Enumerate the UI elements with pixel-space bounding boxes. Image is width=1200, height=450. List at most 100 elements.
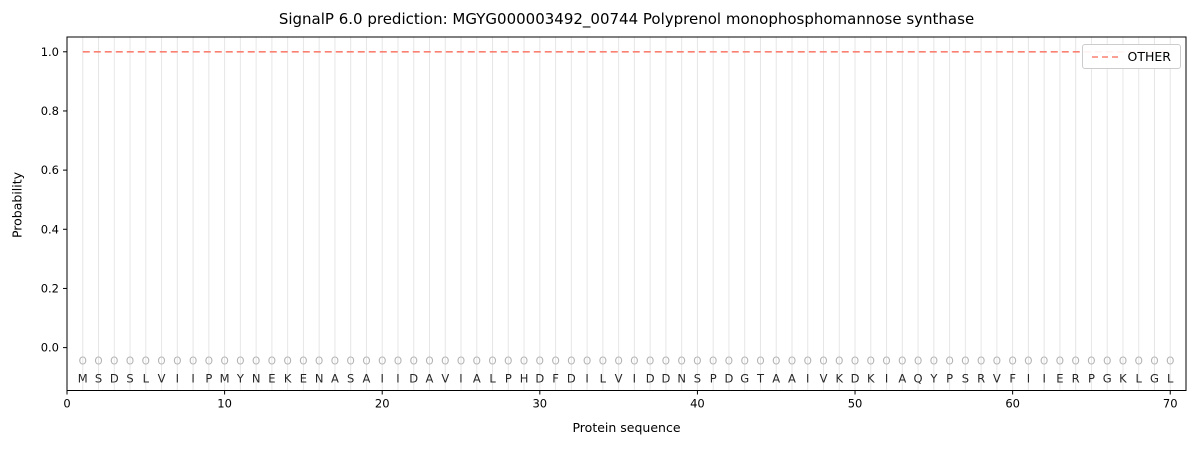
residue-marker-o: O [599,355,607,367]
legend-dashed-line-icon [1091,55,1120,58]
residue-letter: R [977,372,985,386]
residue-letter: D [646,372,655,386]
residue-marker-o: O [819,355,827,367]
residue-letter: F [1009,372,1016,386]
residue-marker-o: O [79,355,87,367]
residue-marker-o: O [520,355,528,367]
residue-letter: R [1072,372,1080,386]
residue-letter: M [220,372,230,386]
residue-letter: I [396,372,399,386]
residue-marker-o: O [977,355,985,367]
residue-marker-o: O [1072,355,1080,367]
residue-letter: Q [914,372,923,386]
residue-letter: T [756,372,765,386]
residue-marker-o: O [851,355,859,367]
residue-marker-o: O [930,355,938,367]
x-tick-label: 60 [1005,397,1020,411]
chart-title: SignalP 6.0 prediction: MGYG000003492_00… [278,10,975,28]
residue-marker-o: O [1103,355,1111,367]
residue-marker-o: O [882,355,890,367]
residue-marker-o: O [993,355,1001,367]
x-tick-label: 40 [690,397,705,411]
residue-letter: D [409,372,418,386]
residue-letter: K [867,372,875,386]
y-axis-label: Probability [9,171,25,239]
residue-marker-o: O [504,355,512,367]
x-tick-label: 20 [375,397,390,411]
residue-letter: L [143,372,150,386]
y-tick-label: 0.0 [41,341,59,355]
residue-marker-o: O [236,355,244,367]
residue-marker-o: O [867,355,875,367]
residue-marker-o: O [394,355,402,367]
residue-letter: A [331,372,339,386]
residue-letter: D [661,372,670,386]
residue-marker-o: O [678,355,686,367]
residue-letter: P [505,372,512,386]
x-tick-label: 70 [1163,397,1178,411]
residue-letter: V [441,372,449,386]
residue-letter: G [740,372,749,386]
residue-letter: S [347,372,354,386]
residue-marker-o: O [772,355,780,367]
residue-marker-o: O [567,355,575,367]
residue-letter: N [315,372,324,386]
residue-letter: Y [236,372,245,386]
residue-letter: K [835,372,843,386]
residue-letter: L [600,372,607,386]
residue-marker-o: O [220,355,228,367]
residue-letter: D [535,372,544,386]
residue-marker-o: O [1024,355,1032,367]
y-tick-label: 0.2 [41,281,59,295]
residue-letter: A [363,372,371,386]
residue-letter: L [1136,372,1143,386]
residue-marker-o: O [110,355,118,367]
residue-marker-o: O [630,355,638,367]
residue-marker-o: O [157,355,165,367]
residue-letter: A [788,372,796,386]
x-tick-label: 30 [532,397,547,411]
y-tick-label: 0.6 [41,163,59,177]
residue-marker-o: O [583,355,591,367]
residue-marker-o: O [457,355,465,367]
residue-letter: V [158,372,166,386]
residue-letter: S [126,372,133,386]
residue-marker-o: O [1040,355,1048,367]
residue-marker-o: O [315,355,323,367]
residue-marker-o: O [551,355,559,367]
residue-marker-o: O [662,355,670,367]
residue-letter: F [552,372,559,386]
residue-letter: I [885,372,888,386]
residue-letter: P [1088,372,1095,386]
residue-letter: I [1027,372,1030,386]
residue-marker-o: O [378,355,386,367]
residue-marker-o: O [788,355,796,367]
residue-marker-o: O [142,355,150,367]
residue-letter: I [381,372,384,386]
residue-marker-o: O [473,355,481,367]
residue-marker-o: O [914,355,922,367]
residue-letter: S [694,372,701,386]
residue-marker-o: O [725,355,733,367]
residue-letter: I [176,372,179,386]
residue-letter: D [725,372,734,386]
residue-letter: G [1150,372,1159,386]
residue-marker-o: O [835,355,843,367]
residue-marker-o: O [425,355,433,367]
residue-marker-o: O [693,355,701,367]
residue-marker-o: O [1166,355,1174,367]
residue-marker-o: O [205,355,213,367]
residue-letter: V [993,372,1001,386]
residue-marker-o: O [252,355,260,367]
residue-letter: M [78,372,88,386]
residue-marker-o: O [94,355,102,367]
residue-letter: E [1056,372,1063,386]
residue-letter: I [1042,372,1045,386]
residue-letter: Y [929,372,938,386]
residue-marker-o: O [709,355,717,367]
residue-letter: L [489,372,496,386]
residue-letter: D [110,372,119,386]
residue-marker-o: O [741,355,749,367]
residue-marker-o: O [189,355,197,367]
